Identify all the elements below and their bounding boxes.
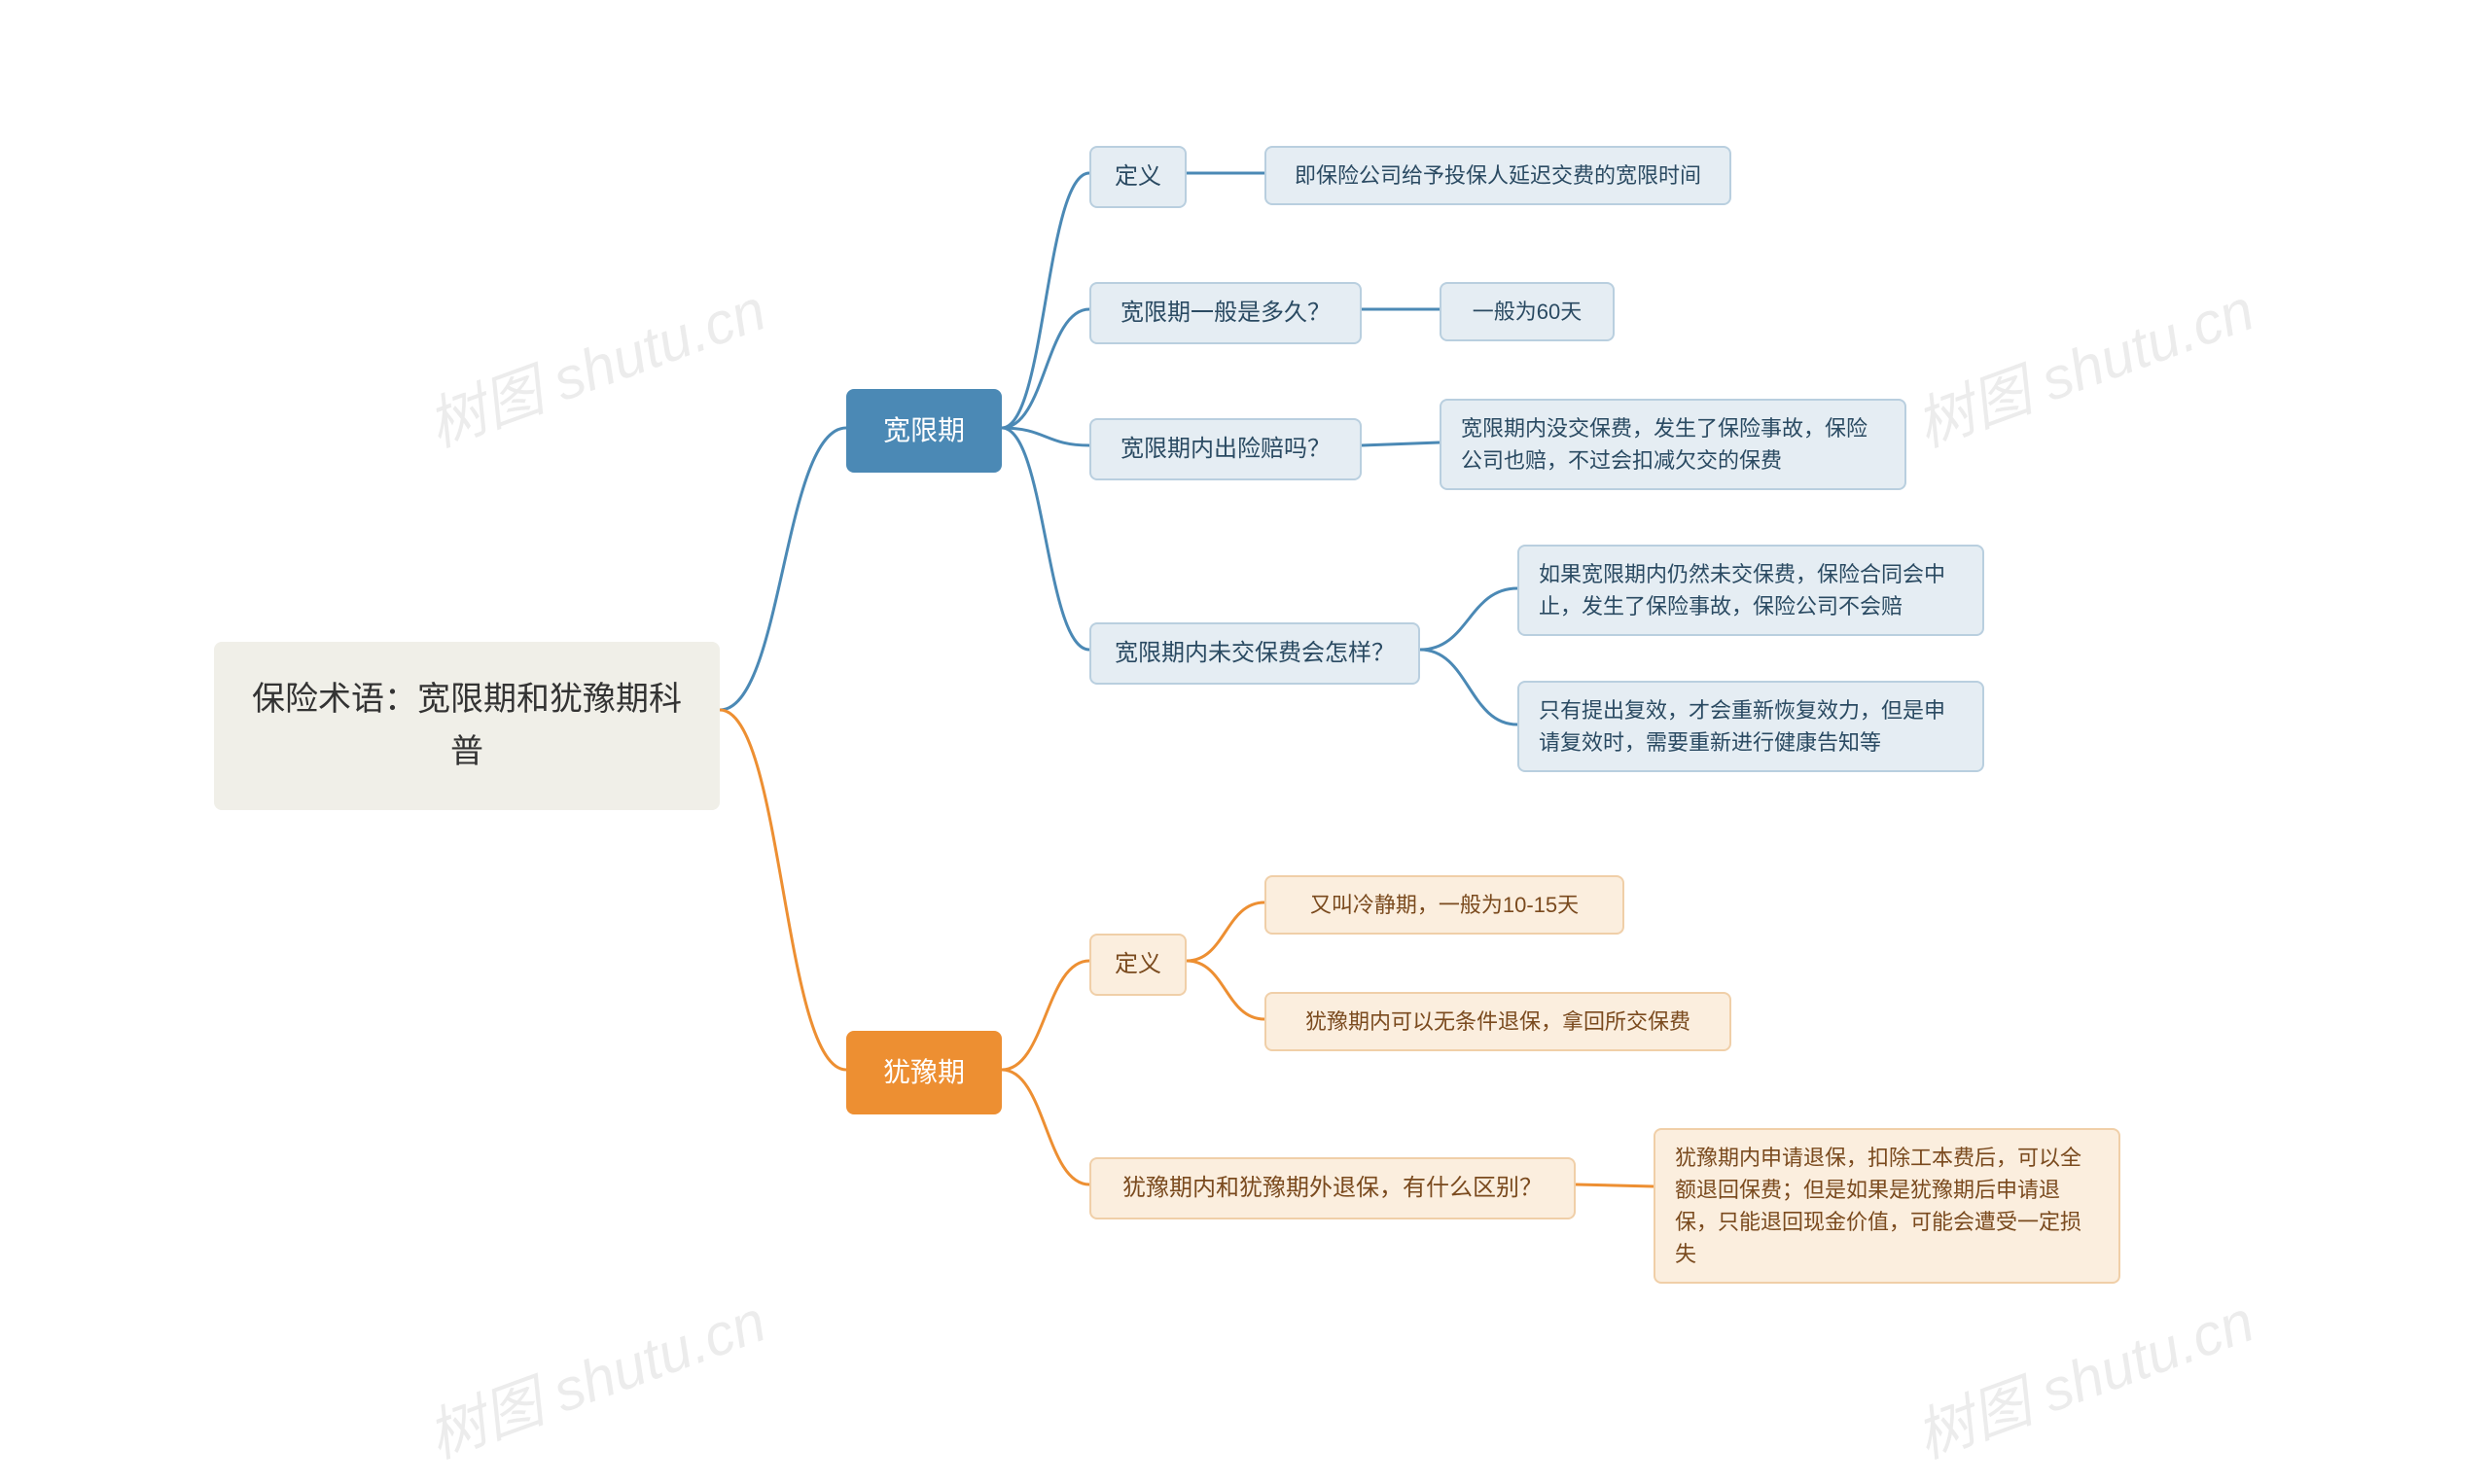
connector: [1002, 428, 1089, 445]
node-b1c1a: 即保险公司给予投保人延迟交费的宽限时间: [1264, 146, 1731, 205]
node-b2c2a: 犹豫期内申请退保，扣除工本费后，可以全额退回保费；但是如果是犹豫期后申请退保，只…: [1654, 1128, 2120, 1284]
node-label: 又叫冷静期，一般为10-15天: [1310, 889, 1579, 921]
node-b1c2a: 一般为60天: [1440, 282, 1615, 341]
connector: [720, 710, 846, 1070]
node-label: 犹豫期: [883, 1052, 965, 1093]
watermark: 树图 shutu.cn: [1903, 1274, 2263, 1474]
connector: [1002, 961, 1089, 1070]
node-label: 犹豫期内可以无条件退保，拿回所交保费: [1305, 1006, 1690, 1038]
node-b1c4: 宽限期内未交保费会怎样？: [1089, 622, 1420, 685]
watermark: 树图 shutu.cn: [1903, 263, 2263, 463]
connector: [1002, 1070, 1089, 1184]
connector: [720, 428, 846, 710]
node-b2c2: 犹豫期内和犹豫期外退保，有什么区别？: [1089, 1157, 1576, 1219]
watermark: 树图 shutu.cn: [414, 1274, 775, 1474]
node-label: 犹豫期内和犹豫期外退保，有什么区别？: [1122, 1171, 1543, 1206]
node-label: 宽限期内未交保费会怎样？: [1115, 636, 1395, 671]
connector: [1362, 442, 1440, 445]
connector: [1002, 309, 1089, 428]
node-b2: 犹豫期: [846, 1031, 1002, 1114]
node-label: 一般为60天: [1473, 296, 1582, 328]
node-b2c1a: 又叫冷静期，一般为10-15天: [1264, 875, 1624, 935]
node-label: 保险术语：宽限期和犹豫期科普: [245, 673, 689, 779]
node-label: 只有提出复效，才会重新恢复效力，但是申请复效时，需要重新进行健康告知等: [1539, 694, 1963, 759]
connector: [1187, 961, 1264, 1019]
node-b1c3: 宽限期内出险赔吗？: [1089, 418, 1362, 480]
node-b1: 宽限期: [846, 389, 1002, 473]
node-b1c3a: 宽限期内没交保费，发生了保险事故，保险公司也赔，不过会扣减欠交的保费: [1440, 399, 1906, 490]
node-b1c1: 定义: [1089, 146, 1187, 208]
node-b2c1: 定义: [1089, 934, 1187, 996]
node-label: 宽限期内出险赔吗？: [1120, 432, 1331, 467]
connector: [1187, 902, 1264, 961]
watermark: 树图 shutu.cn: [414, 263, 775, 463]
node-b2c1b: 犹豫期内可以无条件退保，拿回所交保费: [1264, 992, 1731, 1051]
node-b1c4a: 如果宽限期内仍然未交保费，保险合同会中止，发生了保险事故，保险公司不会赔: [1517, 545, 1984, 636]
mindmap-canvas: 保险术语：宽限期和犹豫期科普宽限期定义即保险公司给予投保人延迟交费的宽限时间宽限…: [0, 0, 2490, 1484]
node-b1c2: 宽限期一般是多久？: [1089, 282, 1362, 344]
node-label: 宽限期: [883, 410, 965, 451]
connector: [1576, 1184, 1654, 1186]
connector: [1002, 173, 1089, 428]
node-label: 宽限期内没交保费，发生了保险事故，保险公司也赔，不过会扣减欠交的保费: [1461, 412, 1885, 477]
connector: [1420, 588, 1517, 650]
node-b1c4b: 只有提出复效，才会重新恢复效力，但是申请复效时，需要重新进行健康告知等: [1517, 681, 1984, 772]
node-label: 如果宽限期内仍然未交保费，保险合同会中止，发生了保险事故，保险公司不会赔: [1539, 558, 1963, 622]
node-root: 保险术语：宽限期和犹豫期科普: [214, 642, 720, 810]
node-label: 定义: [1115, 159, 1161, 194]
node-label: 犹豫期内申请退保，扣除工本费后，可以全额退回保费；但是如果是犹豫期后申请退保，只…: [1675, 1142, 2099, 1270]
connector: [1420, 650, 1517, 724]
connector: [1002, 428, 1089, 650]
node-label: 定义: [1115, 947, 1161, 982]
node-label: 即保险公司给予投保人延迟交费的宽限时间: [1295, 159, 1701, 192]
node-label: 宽限期一般是多久？: [1120, 296, 1331, 331]
